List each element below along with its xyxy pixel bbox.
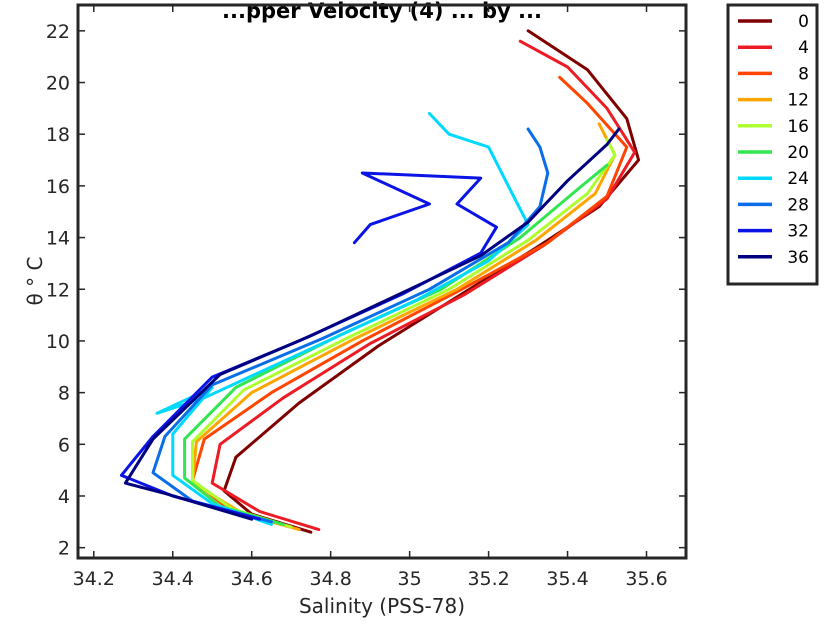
y-tick-label: 18 — [46, 124, 70, 146]
series-line-32 — [119, 171, 498, 521]
y-tick-label: 4 — [58, 486, 70, 508]
series-line-20 — [183, 163, 609, 526]
y-tick-label: 12 — [46, 279, 70, 301]
legend-label-16: 16 — [787, 117, 809, 137]
plot-frame — [76, 3, 688, 560]
legend-label-20: 20 — [787, 143, 809, 163]
legend: 0 4 8 12 16 20 24 28 32 36 — [726, 3, 819, 286]
y-tick-label: 20 — [46, 73, 70, 95]
x-tick-label: 34.2 — [73, 568, 115, 590]
y-tick-label: 14 — [46, 228, 70, 250]
y-tick-label: 6 — [58, 434, 70, 456]
legend-label-28: 28 — [787, 195, 809, 215]
x-tick-label: 35.6 — [625, 568, 667, 590]
x-tick-label: 35 — [398, 568, 422, 590]
x-axis-ticks: 34.2 34.4 34.6 34.8 35 35.2 35.4 35.6 — [73, 5, 668, 590]
legend-box — [726, 3, 819, 286]
x-tick-label: 34.6 — [231, 568, 273, 590]
y-tick-label: 10 — [46, 331, 70, 353]
x-tick-label: 35.4 — [546, 568, 588, 590]
legend-label-32: 32 — [787, 222, 809, 242]
y-axis-label: θ ° C — [23, 257, 47, 306]
legend-label-12: 12 — [787, 91, 809, 111]
y-tick-label: 2 — [58, 538, 70, 560]
legend-label-0: 0 — [798, 12, 809, 32]
chart-title: ...pper Velocity (4) ... by ... — [222, 0, 542, 23]
series-line-0 — [222, 29, 641, 534]
series-layer — [119, 29, 641, 534]
series-line-4 — [210, 39, 637, 532]
series-line-24 — [155, 112, 530, 526]
x-tick-label: 34.8 — [310, 568, 352, 590]
legend-label-8: 8 — [798, 64, 809, 84]
legend-label-4: 4 — [798, 38, 809, 58]
x-tick-label: 35.2 — [467, 568, 509, 590]
y-tick-label: 22 — [46, 21, 70, 43]
series-line-28 — [151, 127, 550, 524]
y-tick-label: 16 — [46, 176, 70, 198]
x-tick-label: 34.4 — [152, 568, 194, 590]
series-line-16 — [191, 137, 617, 529]
legend-label-36: 36 — [787, 248, 809, 268]
y-tick-label: 8 — [58, 383, 70, 405]
series-line-36 — [123, 127, 621, 521]
legend-label-24: 24 — [787, 169, 809, 189]
x-axis-label: Salinity (PSS-78) — [299, 594, 465, 618]
y-axis-ticks: 2 4 6 8 10 12 14 16 18 20 22 — [46, 21, 686, 560]
